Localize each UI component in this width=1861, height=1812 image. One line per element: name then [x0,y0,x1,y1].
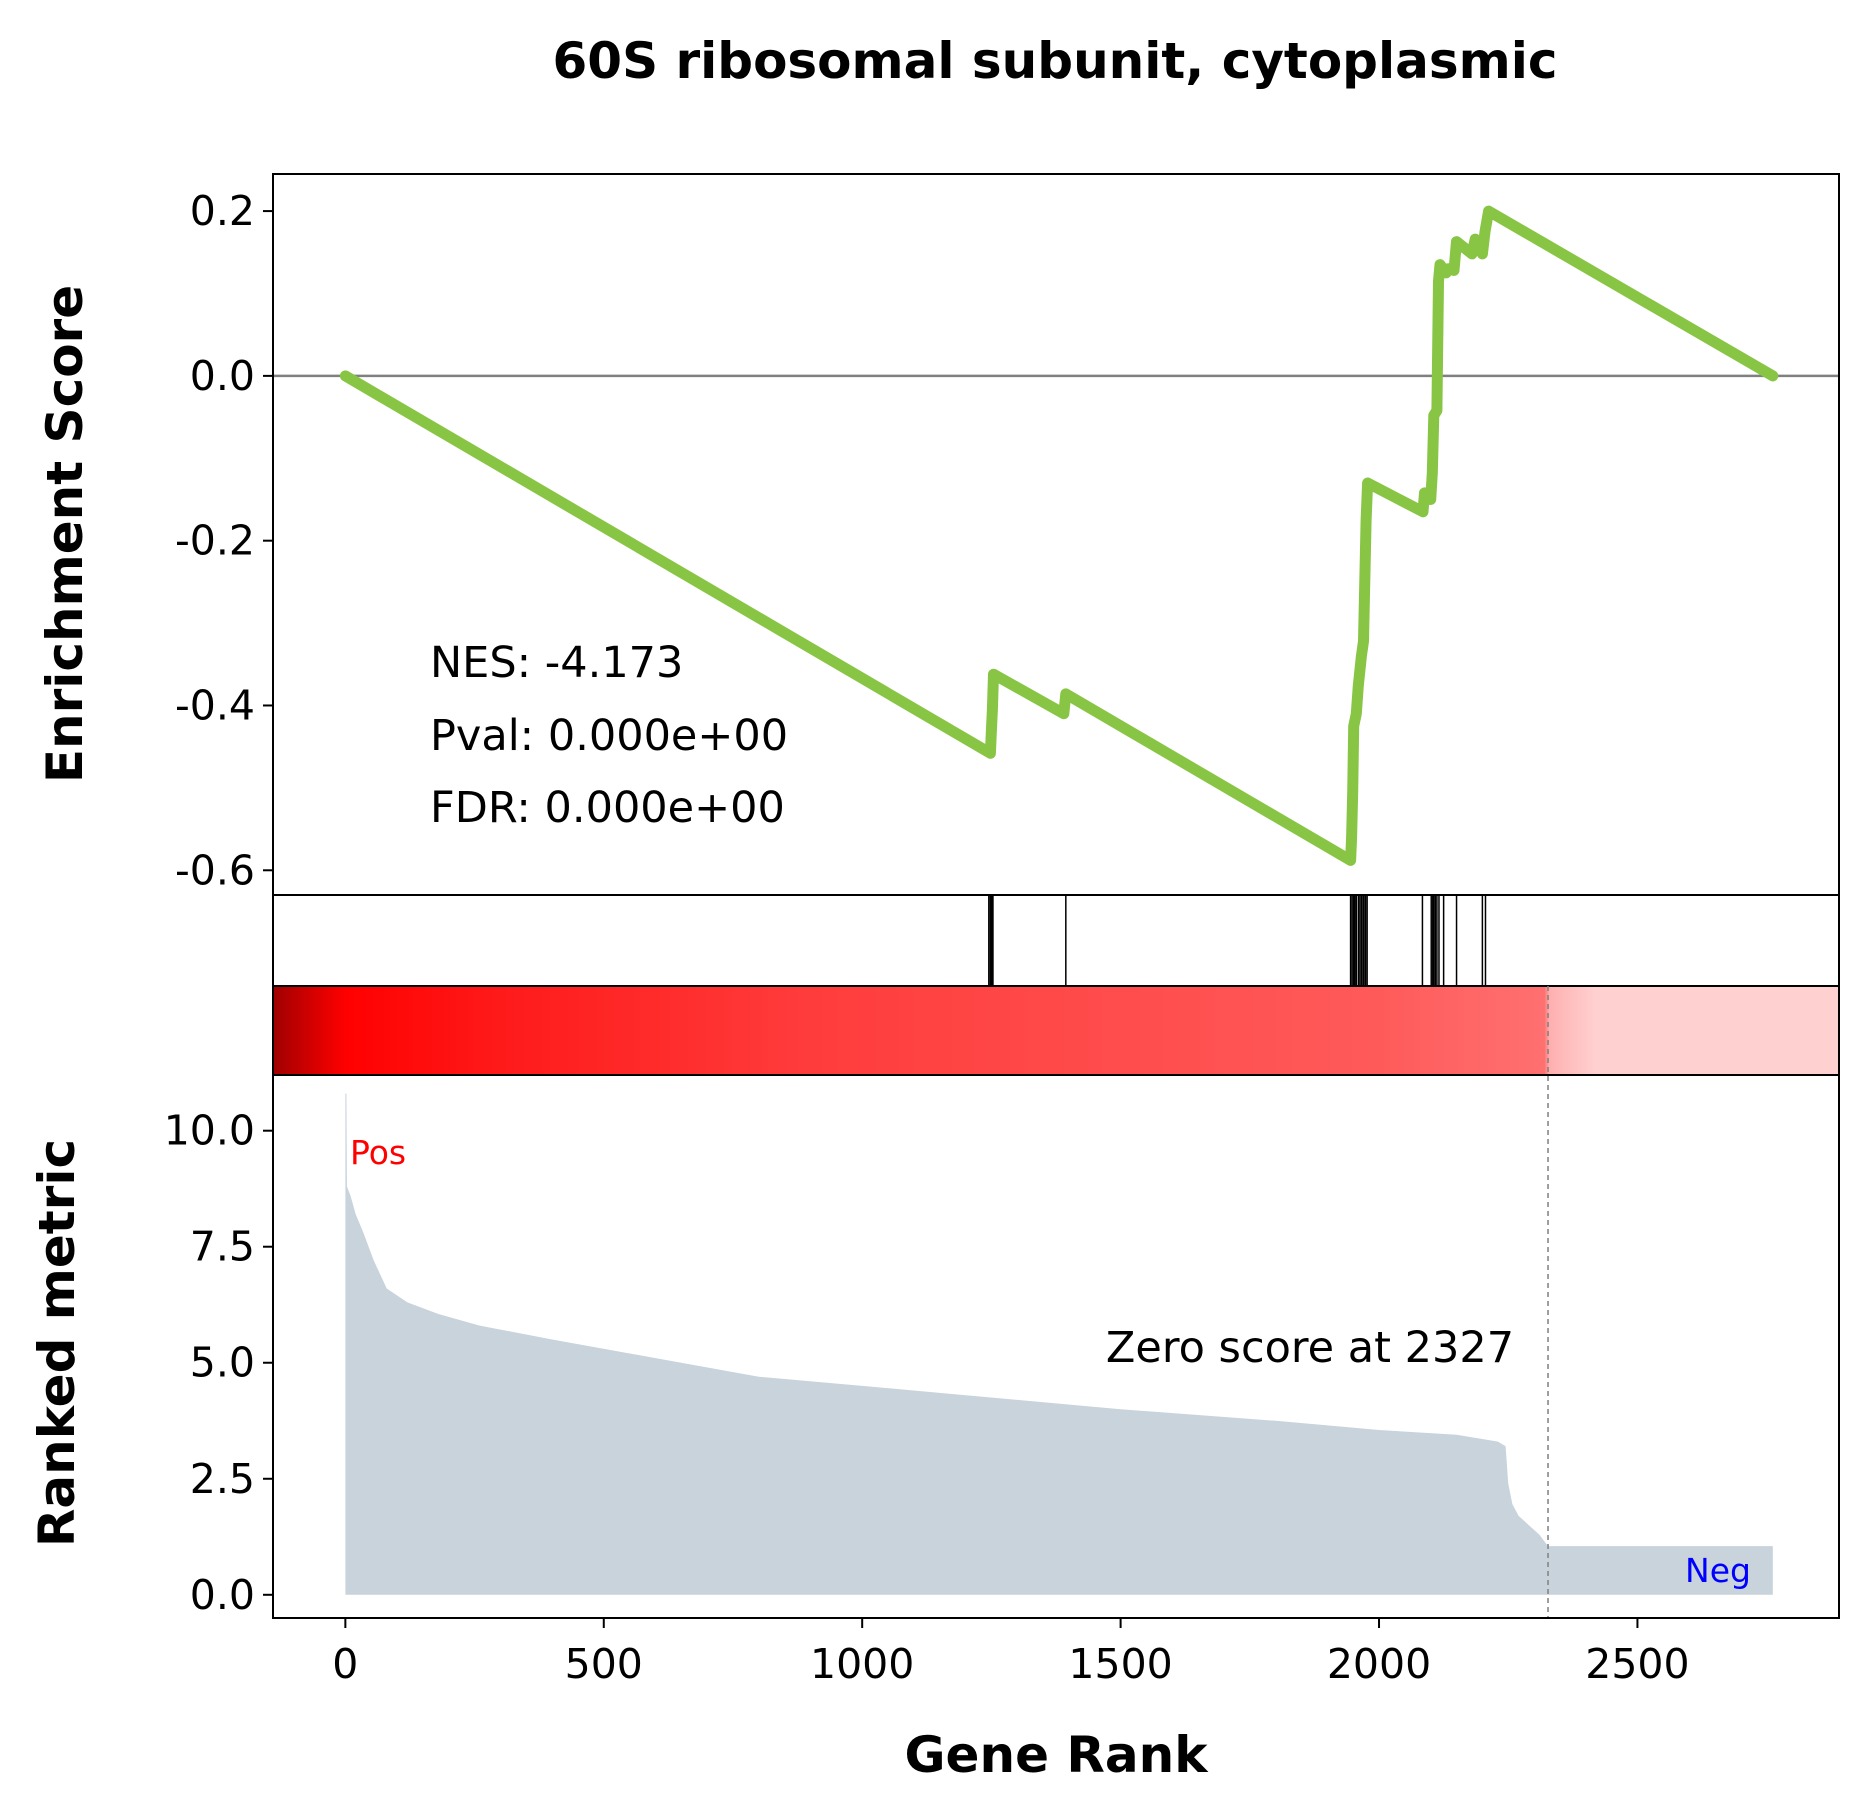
nes-label: NES: -4.173 [430,638,683,688]
metric-y-tick-label: 2.5 [190,1455,255,1503]
enrichment-score-panel: 0.2 0.0 -0.2 -0.4 -0.6 NES: -4.173 Pval: 0.0… [36,173,1840,896]
x-tick-label: 0 [332,1640,358,1688]
chart-title: 60S ribosomal subunit, cytoplasmic [552,32,1557,90]
es-y-tick-label: 0.2 [190,187,255,235]
fdr-label: FDR: 0.000e+00 [430,783,785,833]
ranked-metric-area [345,1093,1773,1595]
es-y-tick-label: 0.0 [190,352,255,400]
x-tick-label: 1500 [1068,1640,1172,1688]
pval-label: Pval: 0.000e+00 [430,711,788,761]
zero-score-label: Zero score at 2327 [1106,1323,1514,1373]
x-axis-label: Gene Rank [905,1726,1210,1784]
x-tick-label: 1000 [810,1640,914,1688]
gene-hit-panel [272,894,1840,987]
hit-panel-frame [272,894,1840,987]
x-tick-label: 2000 [1327,1640,1431,1688]
es-y-tick-label: -0.4 [175,681,255,729]
x-tick-label: 500 [565,1640,643,1688]
rank-color-bar [272,985,1840,1076]
metric-y-tick-label: 0.0 [190,1571,255,1619]
metric-y-tick-label: 7.5 [190,1223,255,1271]
es-y-ticks: 0.2 0.0 -0.2 -0.4 -0.6 [175,187,273,894]
pos-label: Pos [350,1133,406,1172]
enrichment-score-line-layer [339,205,1779,866]
ranked-metric-panel: 0.02.55.07.510.0 Zero score at 2327 Pos … [28,986,1840,1619]
metric-y-tick-label: 5.0 [190,1339,255,1387]
rank-color-gradient [272,985,1840,1076]
ranked-metric-area-layer [345,986,1773,1618]
es-y-tick-label: -0.2 [175,517,255,565]
metric-y-axis-label: Ranked metric [28,1139,86,1547]
neg-label: Neg [1685,1551,1751,1590]
gene-hit-lines [988,895,1487,986]
metric-y-tick-label: 10.0 [164,1107,255,1155]
enrichment-score-line [339,205,1779,866]
x-axis-ticks: 0 500 1000 1500 2000 2500 [332,1618,1690,1688]
x-tick-label: 2500 [1585,1640,1689,1688]
metric-y-ticks: 0.0 2.5 5.0 7.5 10.0 [164,1107,273,1619]
es-y-tick-label: -0.6 [175,846,255,894]
metric-panel-frame [272,1074,1840,1619]
es-y-axis-label: Enrichment Score [36,285,94,783]
